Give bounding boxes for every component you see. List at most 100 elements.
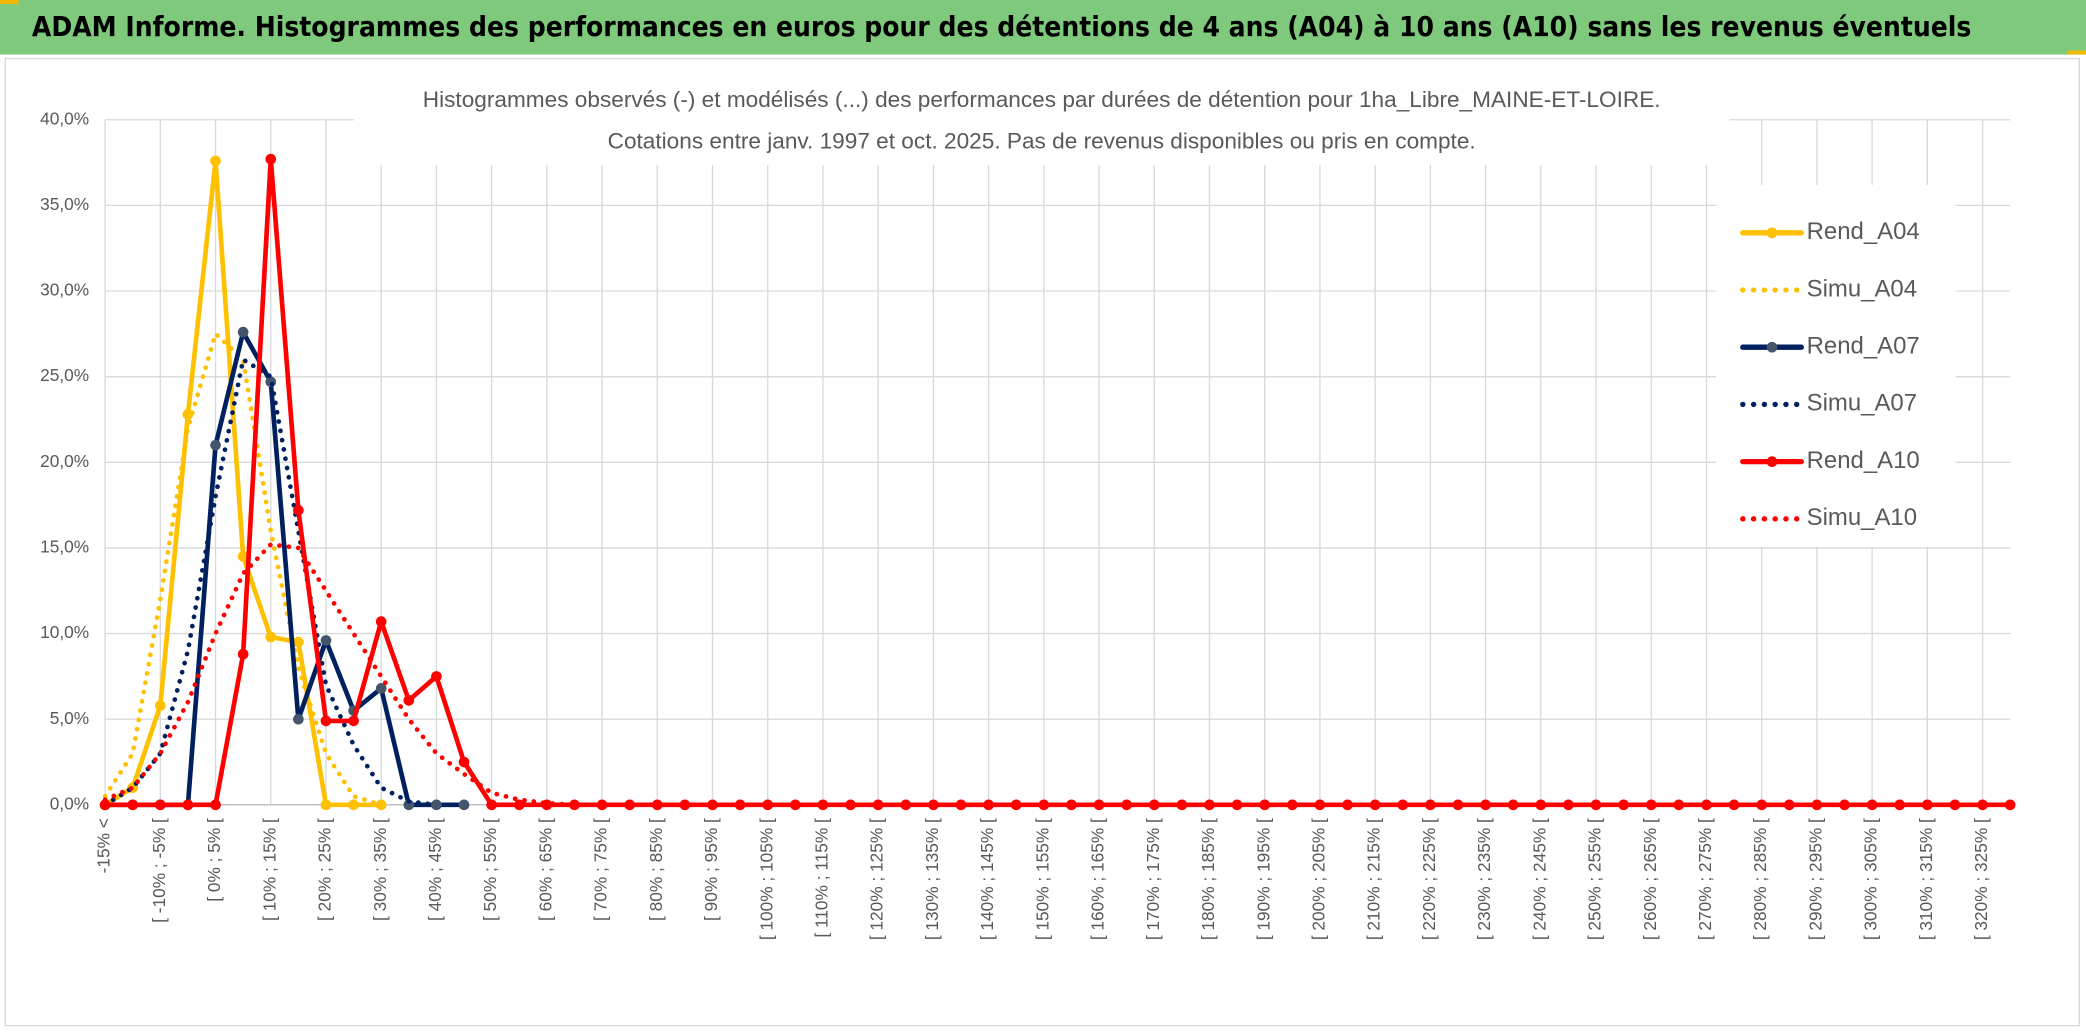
marker [1259,799,1271,811]
legend-label: Simu_A10 [1807,504,1917,531]
marker [513,799,525,811]
marker [1397,799,1409,811]
chart-subtitle: Cotations entre janv. 1997 et oct. 2025.… [608,128,1476,153]
marker [1148,799,1160,811]
x-tick-label: [ 300% ; 305% [ [1861,818,1881,940]
marker [1010,799,1022,811]
marker [1369,799,1381,811]
marker [2004,799,2016,811]
title-backdrop [353,82,1730,165]
marker [99,799,111,811]
plot [99,153,2016,811]
marker [375,616,387,627]
header-bar [0,0,2086,55]
marker [569,799,580,811]
x-tick-label: [ 180% ; 185% [ [1198,818,1218,940]
x-tick-label: [ 130% ; 135% [ [922,818,942,940]
marker [458,756,470,768]
marker [320,715,332,727]
y-tick-label: 35,0% [40,194,89,214]
x-tick-label: [ 140% ; 145% [ [977,818,997,940]
x-tick-label: [ 260% ; 265% [ [1640,818,1660,940]
marker [1176,799,1188,811]
x-tick-label: [ 270% ; 275% [ [1695,818,1715,940]
legend-label: Simu_A04 [1807,275,1917,302]
x-tick-label: [ 190% ; 195% [ [1253,818,1273,940]
marker [1783,799,1795,811]
marker [1093,799,1105,811]
x-tick-label: [ 230% ; 235% [ [1474,818,1494,940]
marker [1922,799,1933,811]
chart-title: Histogrammes observés (-) et modélisés (… [423,87,1661,112]
legend-label: Rend_A10 [1807,447,1920,474]
x-tick-label: [ 30% ; 35% [ [370,818,390,921]
marker [596,799,608,811]
marker [458,799,470,811]
marker [955,799,967,811]
legend-label: Simu_A07 [1807,390,1917,417]
marker [265,631,277,643]
marker [1507,799,1519,811]
x-tick-label: [ 240% ; 245% [ [1529,818,1549,940]
x-tick-label: [ -10% ; -5% [ [149,818,169,923]
legend: Rend_A04 Simu_A04 Rend_A07 Simu_A07 Rend_A10… [1716,184,1956,547]
marker [1977,799,1988,811]
marker [1618,799,1629,811]
x-tick-label: [ 10% ; 15% [ [259,818,279,921]
observed-line [102,156,2013,808]
marker [900,799,912,811]
x-tick-label: [ 120% ; 125% [ [867,818,887,940]
marker [928,799,939,811]
y-tick-label: 40,0% [40,108,89,128]
marker [154,799,166,811]
marker [1425,799,1436,811]
marker [154,700,166,711]
marker [431,799,442,811]
marker [293,504,304,516]
legend-label: Rend_A07 [1807,333,1920,360]
y-tick-label: 30,0% [40,280,89,300]
marker [265,153,277,165]
marker [237,551,249,562]
marker [348,799,359,811]
x-tick-label: [ 40% ; 45% [ [425,818,445,921]
x-tick-label: [ 90% ; 95% [ [701,818,721,921]
marker [210,799,221,811]
marker [237,648,249,660]
marker [403,695,415,706]
marker [1038,799,1050,811]
x-tick-label: [ 60% ; 65% [ [535,818,555,921]
marker [651,799,663,811]
marker [1701,799,1712,811]
marker [762,799,774,811]
marker [1535,799,1547,811]
x-tick-label: [ 50% ; 55% [ [480,818,500,921]
marker [1342,799,1353,811]
x-tick-label: [ 220% ; 225% [ [1419,818,1439,940]
marker [1866,799,1878,811]
marker [790,799,801,811]
x-tick-label: [ 170% ; 175% [ [1143,818,1163,940]
x-tick-label: [ 250% ; 255% [ [1585,818,1605,940]
marker [1673,799,1685,811]
x-tick-label: [ 20% ; 25% [ [315,818,335,921]
marker [320,799,332,811]
legend-backdrop [1716,184,1956,547]
marker [1204,799,1215,811]
marker [983,799,994,811]
marker [431,671,442,682]
x-tick-label: [ 70% ; 75% [ [591,818,611,921]
y-tick-label: 0,0% [50,793,89,813]
marker [707,799,718,811]
marker [734,799,746,811]
corner [0,0,19,4]
model-line [102,542,577,808]
x-tick-label: [ 210% ; 215% [ [1364,818,1384,940]
marker [1839,799,1850,811]
marker [1286,799,1298,811]
x-tick-label: [ 160% ; 165% [ [1088,818,1108,940]
x-tick-label: [ 310% ; 315% [ [1916,818,1936,940]
model-line [102,331,384,808]
